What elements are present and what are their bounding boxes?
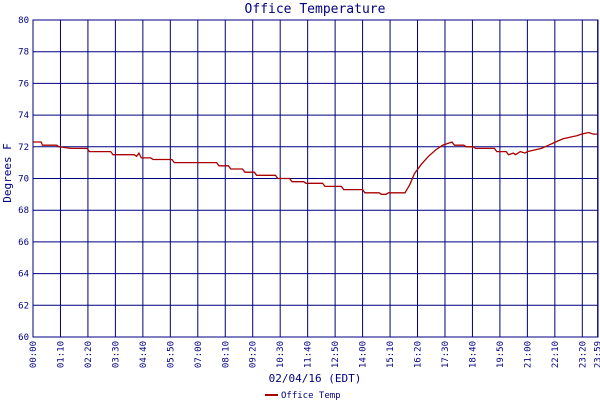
x-tick-label: 09:20	[249, 341, 259, 368]
x-tick-label: 17:30	[441, 341, 451, 368]
x-tick-label: 03:30	[111, 341, 121, 368]
x-tick-label: 15:10	[386, 341, 396, 368]
y-tick-label: 78	[18, 48, 29, 58]
x-tick-label: 23:59	[594, 341, 600, 368]
x-tick-label: 02:20	[84, 341, 94, 368]
chart-title: Office Temperature	[245, 2, 386, 17]
y-tick-label: 62	[18, 301, 29, 311]
x-tick-label: 04:40	[139, 341, 149, 368]
x-tick-label: 22:10	[551, 341, 561, 368]
x-tick-label: 18:40	[468, 341, 478, 368]
x-tick-label: 08:10	[221, 341, 231, 368]
x-tick-label: 19:50	[496, 341, 506, 368]
x-tick-label: 14:00	[359, 341, 369, 368]
x-tick-label: 00:00	[29, 341, 39, 368]
x-tick-label: 05:50	[166, 341, 176, 368]
legend-label: Office Temp	[281, 391, 341, 400]
legend: Office Temp	[265, 391, 341, 400]
series-layer	[33, 131, 598, 195]
x-tick-label: 10:30	[276, 341, 286, 368]
y-axis-ticks: 60 62 64 66 68 70 72 74 76 78 80	[18, 16, 29, 343]
y-tick-label: 66	[18, 238, 29, 248]
y-tick-label: 76	[18, 79, 29, 89]
grid-lines	[32, 19, 599, 338]
x-axis-label: 02/04/16 (EDT)	[269, 372, 362, 385]
x-tick-label: 12:50	[331, 341, 341, 368]
x-tick-label: 21:00	[523, 341, 533, 368]
x-tick-label: 16:20	[414, 341, 424, 368]
y-axis-label: Degrees F	[1, 143, 14, 203]
x-tick-label: 07:00	[194, 341, 204, 368]
x-axis-ticks: 00:00 01:10 02:20 03:30 04:40 05:50 07:00 08:10…	[29, 341, 600, 368]
x-tick-label: 23:20	[578, 341, 588, 368]
x-tick-label: 01:10	[56, 341, 66, 368]
series-line-office-temp	[33, 131, 598, 195]
y-tick-label: 64	[18, 270, 29, 280]
y-tick-label: 70	[18, 175, 29, 185]
y-tick-label: 74	[18, 111, 29, 121]
x-tick-label: 11:40	[304, 341, 314, 368]
y-tick-label: 72	[18, 143, 29, 153]
y-tick-label: 68	[18, 206, 29, 216]
y-tick-label: 80	[18, 16, 29, 26]
y-tick-label: 60	[18, 333, 29, 343]
